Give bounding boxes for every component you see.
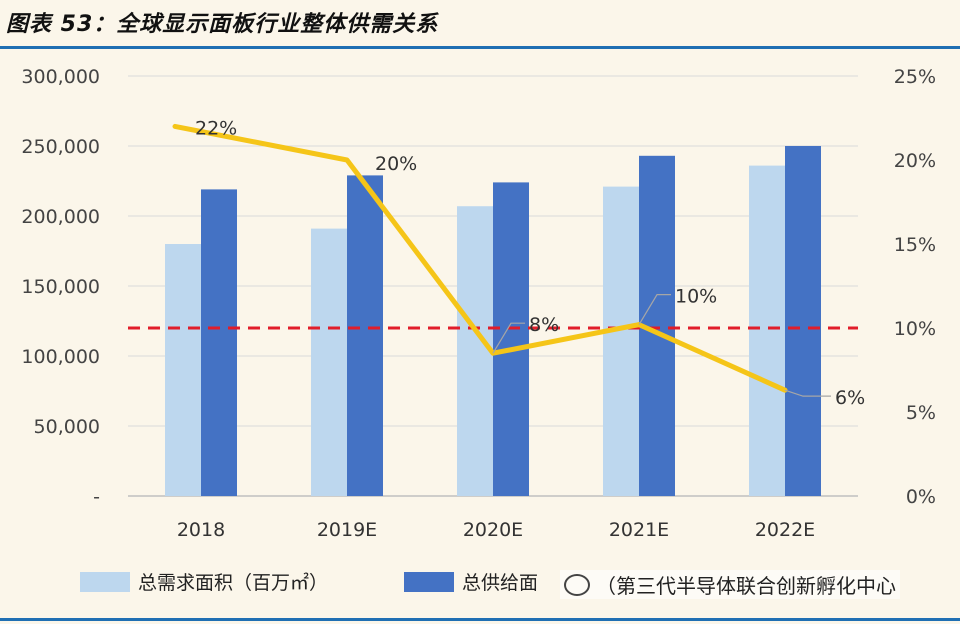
x-tick-label: 2022E bbox=[755, 519, 815, 541]
bar-demand bbox=[311, 228, 347, 496]
legend: 总需求面积（百万㎡） 总供给面 bbox=[0, 562, 960, 602]
data-label: 20% bbox=[375, 153, 417, 175]
top-rule bbox=[0, 46, 960, 49]
bars bbox=[165, 146, 821, 497]
y-left-tick-label: - bbox=[93, 486, 100, 508]
grid-lines bbox=[128, 75, 858, 497]
bar-supply bbox=[785, 146, 821, 496]
bar-supply bbox=[493, 182, 529, 496]
data-label: 8% bbox=[529, 314, 559, 336]
y-right-tick-label: 5% bbox=[906, 402, 936, 424]
x-tick-label: 2018 bbox=[177, 519, 225, 541]
legend-label-demand: 总需求面积（百万㎡） bbox=[138, 572, 329, 594]
y-right-tick-label: 25% bbox=[894, 66, 936, 88]
y-axis-right: 0% 5% 10% 15% 20% 25% bbox=[894, 66, 936, 508]
data-label-leader bbox=[492, 322, 525, 354]
data-labels: 22% 20% 8% 10% 6% bbox=[195, 117, 865, 409]
bar-demand bbox=[457, 206, 493, 496]
data-label: 22% bbox=[195, 117, 237, 139]
chart-title: 图表 53：全球显示面板行业整体供需关系 bbox=[6, 12, 439, 37]
y-right-tick-label: 15% bbox=[894, 234, 936, 256]
header: 图表 53：全球显示面板行业整体供需关系 bbox=[0, 0, 960, 46]
legend-label-supply: 总供给面 bbox=[462, 572, 539, 594]
bar-supply bbox=[201, 189, 237, 496]
data-label-leader bbox=[784, 389, 831, 397]
x-tick-label: 2021E bbox=[609, 519, 669, 541]
y-left-tick-label: 50,000 bbox=[34, 416, 100, 438]
y-left-tick-label: 150,000 bbox=[21, 276, 100, 298]
x-tick-label: 2019E bbox=[317, 519, 377, 541]
x-axis: 2018 2019E 2020E 2021E 2022E bbox=[177, 519, 815, 541]
watermark: （第三代半导体联合创新孵化中心 bbox=[560, 570, 900, 599]
y-axis-left: - 50,000 100,000 150,000 200,000 250,000 300,0… bbox=[21, 66, 100, 508]
legend-item-demand: 总需求面积（百万㎡） bbox=[80, 568, 328, 595]
y-right-tick-label: 10% bbox=[894, 318, 936, 340]
y-left-tick-label: 100,000 bbox=[21, 346, 100, 368]
y-left-tick-label: 250,000 bbox=[21, 136, 100, 158]
x-tick-label: 2020E bbox=[463, 519, 523, 541]
bar-demand bbox=[165, 244, 201, 496]
y-left-tick-label: 200,000 bbox=[21, 206, 100, 228]
watermark-text: （第三代半导体联合创新孵化中心 bbox=[596, 574, 896, 598]
chart: - 50,000 100,000 150,000 200,000 250,000 300,0… bbox=[21, 66, 936, 541]
legend-item-supply: 总供给面 bbox=[404, 568, 538, 595]
bar-supply bbox=[347, 175, 383, 496]
data-label: 10% bbox=[675, 286, 717, 308]
bottom-rule bbox=[0, 618, 960, 621]
wechat-icon bbox=[564, 573, 590, 596]
data-label-leader bbox=[638, 294, 671, 325]
y-right-tick-label: 20% bbox=[894, 150, 936, 172]
y-right-tick-label: 0% bbox=[906, 486, 936, 508]
legend-swatch-demand bbox=[80, 571, 130, 592]
legend-swatch-supply bbox=[404, 571, 454, 592]
bar-demand bbox=[749, 165, 785, 496]
data-label: 6% bbox=[835, 387, 865, 409]
bar-demand bbox=[603, 186, 639, 496]
y-left-tick-label: 300,000 bbox=[21, 66, 100, 88]
